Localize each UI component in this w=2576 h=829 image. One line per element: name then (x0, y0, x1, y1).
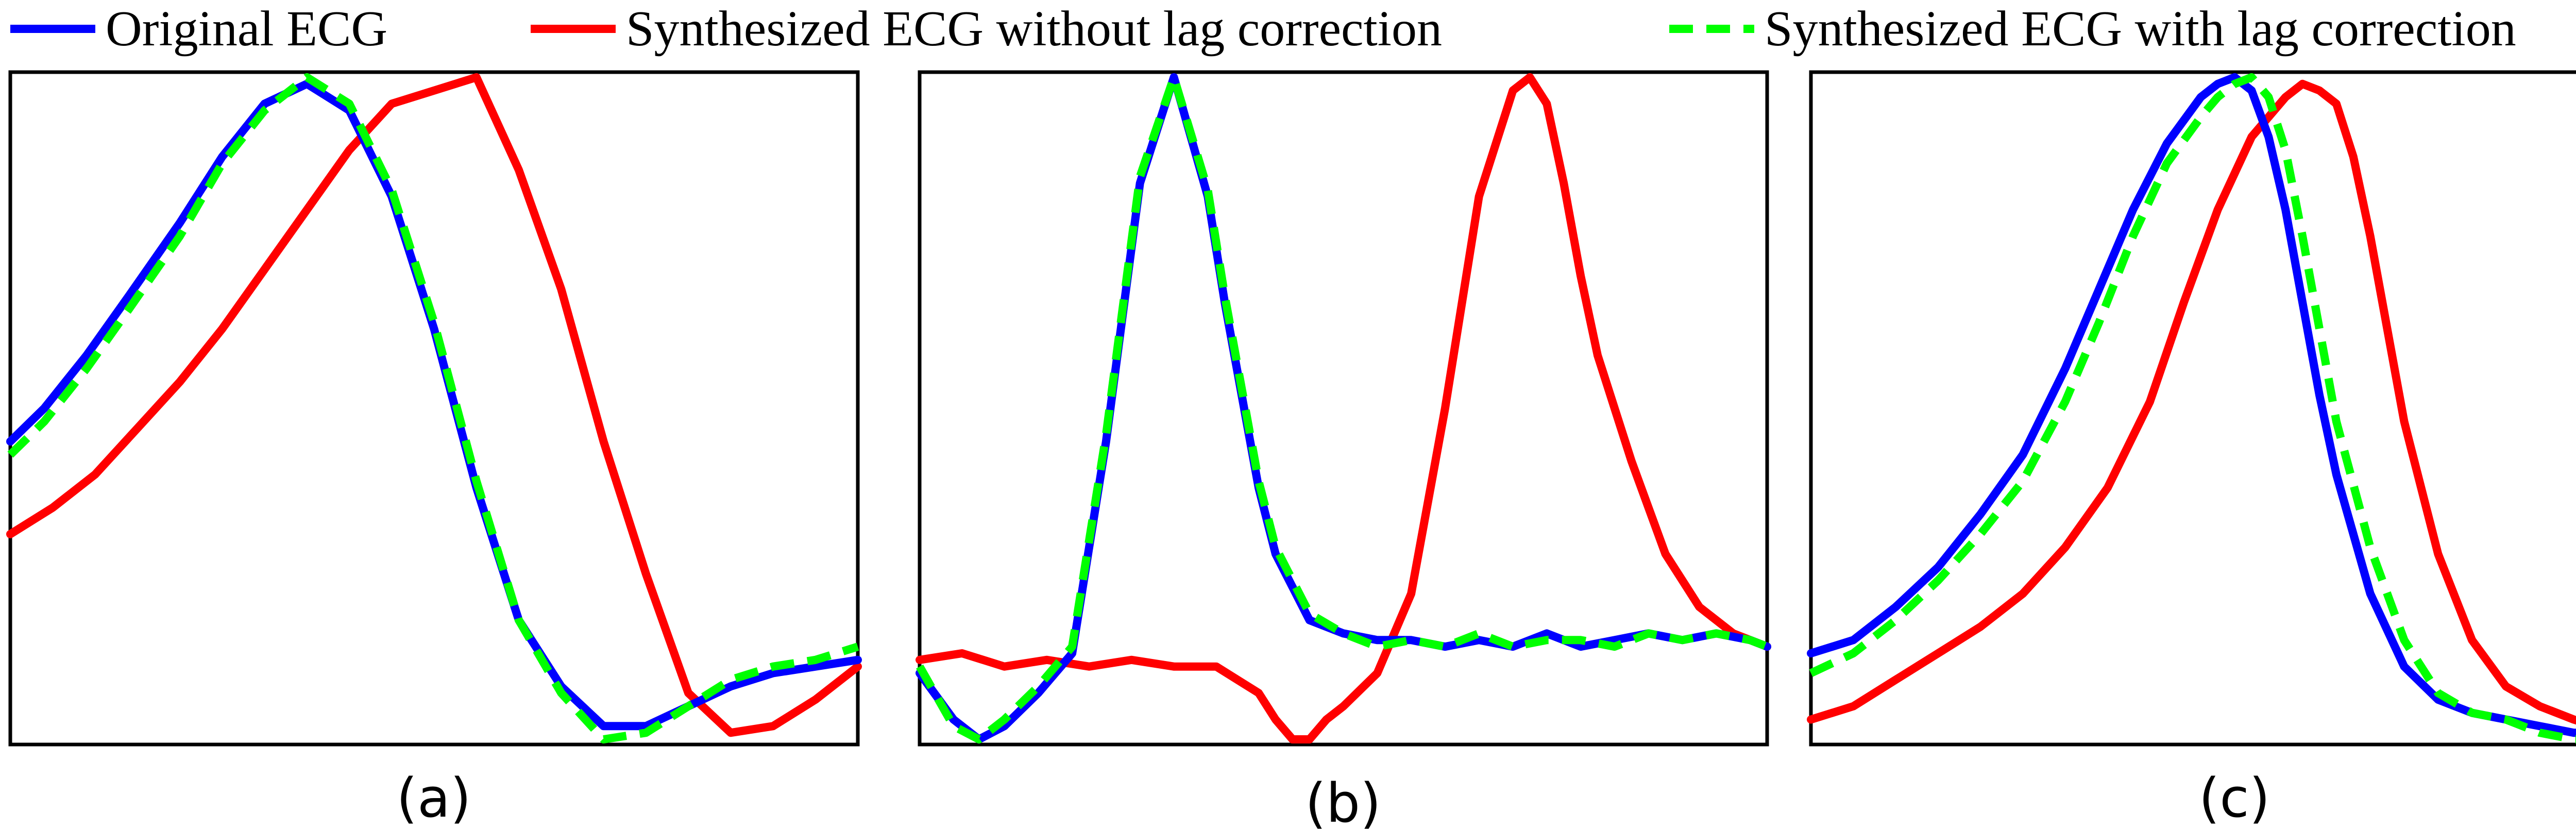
legend-item-original-ecg: Original ECG (10, 1, 387, 57)
panel-a-frame (10, 72, 858, 745)
ecg-comparison-figure: Original ECG Synthesized ECG without lag… (0, 0, 2576, 829)
panel-c-frame (1811, 72, 2576, 745)
panel-c: (c) (1811, 72, 2576, 829)
panel-a-label: (a) (397, 767, 471, 829)
legend-label-synthesized-with-lag: Synthesized ECG with lag correction (1765, 1, 2516, 57)
legend: Original ECG Synthesized ECG without lag… (10, 1, 2516, 57)
legend-label-synthesized-without-lag: Synthesized ECG without lag correction (626, 1, 1442, 57)
panel-a: (a) (10, 72, 858, 829)
panel-b: (b) (920, 72, 1767, 829)
legend-label-original-ecg: Original ECG (106, 1, 387, 57)
panel-b-label: (b) (1305, 772, 1381, 829)
panel-c-label: (c) (2199, 767, 2270, 829)
panel-b-frame (920, 72, 1767, 745)
legend-item-synthesized-without-lag: Synthesized ECG without lag correction (531, 1, 1442, 57)
legend-item-synthesized-with-lag: Synthesized ECG with lag correction (1669, 1, 2516, 57)
